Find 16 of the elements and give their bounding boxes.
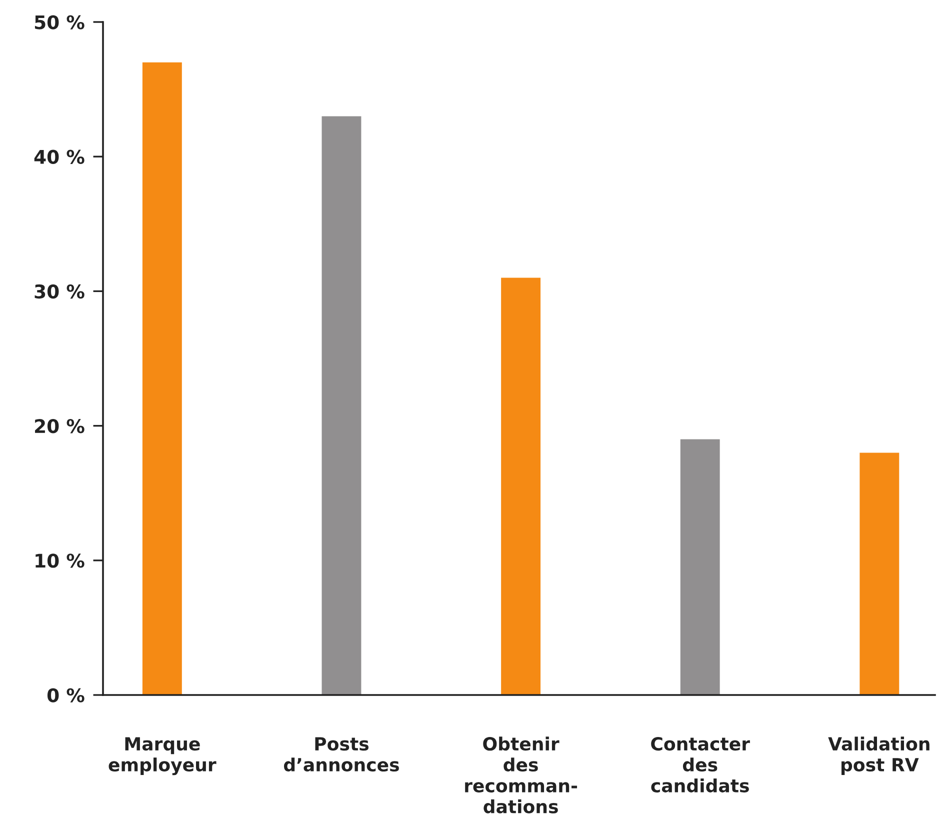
x-tick-label: Marque employeur	[108, 737, 216, 776]
y-tick-label: 20 %	[35, 419, 84, 434]
y-tick-label: 30 %	[34, 284, 84, 299]
bar	[680, 439, 720, 695]
bar	[142, 62, 182, 695]
x-tick-label: Validation post RV	[828, 736, 930, 776]
bar	[501, 278, 541, 695]
y-tick-label: 40 %	[34, 150, 84, 164]
x-tick-label: Posts d’annonces	[284, 737, 399, 772]
bar	[860, 452, 900, 695]
bar	[322, 116, 362, 695]
x-tick-label: Contacter des candidats	[651, 736, 750, 792]
y-tick-label: 0 %	[47, 688, 84, 702]
x-tick-label: Obtenir des recomman- dations	[465, 736, 578, 814]
y-tick-label: 50 %	[34, 15, 84, 30]
y-tick-label: 10 %	[36, 554, 84, 568]
